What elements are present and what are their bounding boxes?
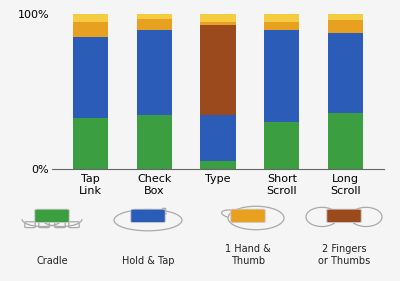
Text: 1 Hand &
Thumb: 1 Hand & Thumb — [225, 244, 271, 266]
Bar — [200, 114, 236, 161]
Bar — [136, 14, 172, 19]
Bar — [264, 30, 300, 122]
Bar — [73, 37, 108, 117]
Bar — [136, 30, 172, 115]
FancyBboxPatch shape — [231, 209, 265, 223]
Bar — [200, 14, 236, 22]
Bar — [264, 22, 300, 30]
Bar — [328, 113, 363, 169]
Text: Cradle: Cradle — [36, 256, 68, 266]
FancyBboxPatch shape — [35, 209, 69, 223]
FancyBboxPatch shape — [131, 209, 165, 223]
Bar — [264, 14, 300, 22]
Bar — [200, 22, 236, 25]
Bar — [328, 33, 363, 113]
Bar — [136, 115, 172, 169]
FancyBboxPatch shape — [327, 209, 361, 223]
Bar — [136, 19, 172, 30]
Bar — [73, 14, 108, 22]
Bar — [264, 122, 300, 169]
Bar — [73, 22, 108, 37]
Bar — [200, 25, 236, 115]
Bar — [328, 20, 363, 33]
Bar — [328, 14, 363, 20]
Bar — [73, 117, 108, 169]
Bar — [200, 161, 236, 169]
Text: 2 Fingers
or Thumbs: 2 Fingers or Thumbs — [318, 244, 370, 266]
Text: Hold & Tap: Hold & Tap — [122, 256, 174, 266]
